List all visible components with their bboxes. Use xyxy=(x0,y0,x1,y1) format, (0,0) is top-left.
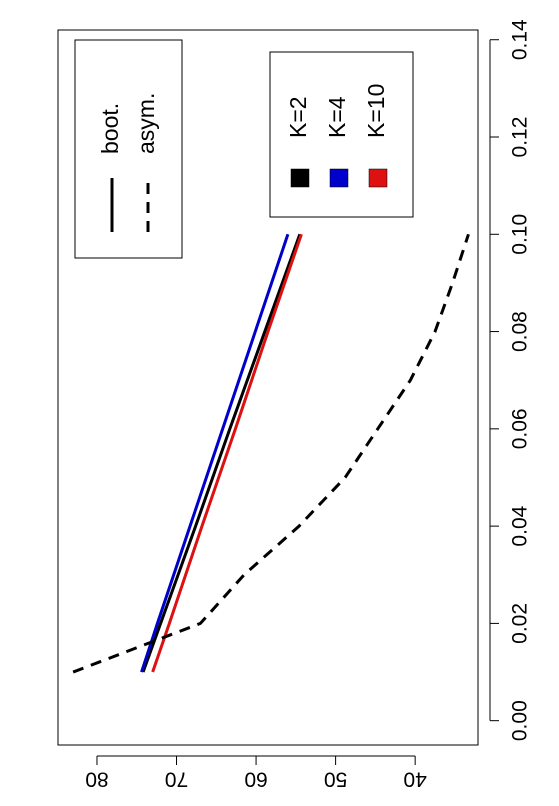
legend-label: K=10 xyxy=(363,84,389,138)
rotated-plot: 0.00 0.02 0.04 0.06 0.08 0.10 0.12 0.14 40 50 60 70… xyxy=(57,19,532,790)
legend-swatch xyxy=(329,168,349,188)
y-tick-label: 60 xyxy=(244,767,267,790)
boot-line xyxy=(151,233,303,673)
legend-box xyxy=(74,39,183,259)
x-tick-label: 0.12 xyxy=(509,117,532,158)
x-tick-label: 0.04 xyxy=(509,505,532,546)
legend-box xyxy=(269,51,414,218)
y-tick-label: 50 xyxy=(324,767,347,790)
y-tick-label: 40 xyxy=(403,767,426,790)
legend-label: boot. xyxy=(97,103,123,154)
y-tick-label: 80 xyxy=(85,767,108,790)
boot-line xyxy=(140,233,290,673)
boot-line xyxy=(141,233,302,673)
plot-frame xyxy=(57,29,479,746)
asym-line xyxy=(72,233,470,674)
x-tick-label: 0.02 xyxy=(509,603,532,644)
x-tick-label: 0.10 xyxy=(509,214,532,255)
legend-swatch xyxy=(290,168,310,188)
legend-label: K=2 xyxy=(285,96,311,138)
y-tick-label: 70 xyxy=(165,767,188,790)
x-tick-label: 0.08 xyxy=(509,311,532,352)
legend-label: asym. xyxy=(133,93,159,154)
legend-swatch xyxy=(368,168,388,188)
x-tick-label: 0.06 xyxy=(509,408,532,449)
x-tick-label: 0.00 xyxy=(509,700,532,741)
legend-label: K=4 xyxy=(324,96,350,138)
x-tick-label: 0.14 xyxy=(509,19,532,60)
